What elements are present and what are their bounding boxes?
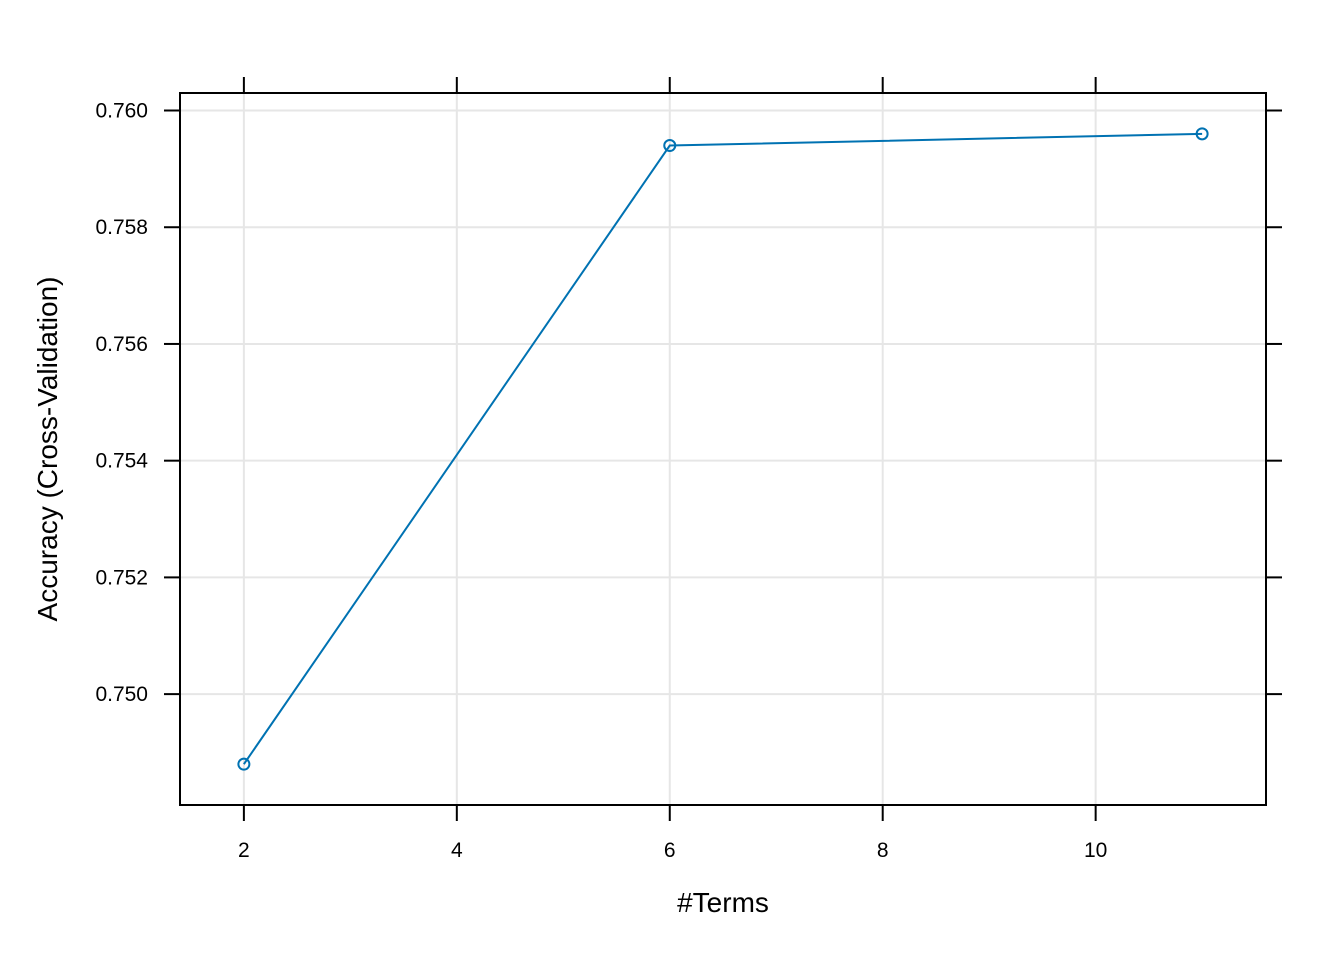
x-tick-label: 8 xyxy=(877,839,889,862)
x-tick-label: 4 xyxy=(451,839,463,862)
y-tick-label: 0.760 xyxy=(95,100,148,123)
y-tick-label: 0.750 xyxy=(95,683,148,706)
series-line xyxy=(243,132,1203,765)
y-tick-label: 0.756 xyxy=(95,333,148,356)
data-point xyxy=(237,757,251,771)
data-point xyxy=(1195,127,1209,141)
axis-ticks xyxy=(164,77,1282,821)
plot-frame xyxy=(179,92,1267,806)
y-tick-label: 0.758 xyxy=(95,216,148,239)
y-tick-label: 0.754 xyxy=(95,450,148,473)
data-point xyxy=(663,139,677,153)
grid-lines xyxy=(180,93,1266,805)
y-tick-label: 0.752 xyxy=(95,566,148,589)
x-tick-label: 2 xyxy=(238,839,250,862)
y-axis-title: Accuracy (Cross-Validation) xyxy=(32,277,63,622)
x-tick-label: 10 xyxy=(1084,839,1107,862)
x-axis-title: #Terms xyxy=(677,887,769,918)
data-series xyxy=(237,127,1209,771)
tick-labels: 2 4 6 8 10 0.750 0.752 0.754 0.756 0.758 0.760 xyxy=(95,100,1107,862)
x-tick-label: 6 xyxy=(664,839,676,862)
